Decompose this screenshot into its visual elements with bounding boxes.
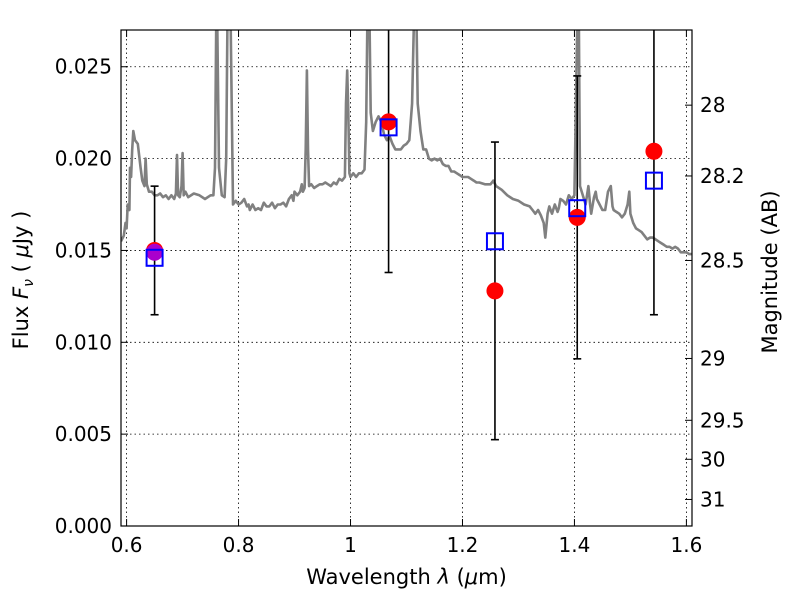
y2-tick-label: 28.5 bbox=[700, 248, 745, 272]
spectrum-layer bbox=[121, 30, 692, 256]
y-tick-label: 0.010 bbox=[55, 330, 112, 354]
x-axis: 0.6 0.8 1 1.2 1.4 1.6 bbox=[111, 30, 702, 557]
model-photometry-point bbox=[379, 118, 398, 137]
markers bbox=[145, 113, 663, 300]
observed-point bbox=[645, 142, 663, 160]
model-photometry-point bbox=[485, 232, 504, 251]
y-axis: 0.000 0.005 0.010 0.015 0.020 0.025 bbox=[55, 55, 128, 538]
observed-point bbox=[380, 113, 398, 131]
y-tick-label: 0.000 bbox=[55, 514, 112, 538]
model-photometry-point bbox=[145, 248, 164, 267]
x-tick-label: 0.8 bbox=[223, 533, 255, 557]
y2-axis: 28 28.2 28.5 29 29.5 30 31 bbox=[685, 93, 745, 511]
model-photometry-point bbox=[568, 199, 587, 218]
observed-point bbox=[568, 208, 586, 226]
y-tick-label: 0.005 bbox=[55, 422, 112, 446]
y2-axis-title: Magnitude (AB) bbox=[758, 190, 782, 353]
x-axis-title: Wavelength λ (μm) bbox=[306, 565, 507, 589]
observed-point bbox=[486, 282, 504, 300]
y-tick-label: 0.020 bbox=[55, 147, 112, 171]
y-tick-label: 0.015 bbox=[55, 238, 112, 262]
y2-tick-label: 31 bbox=[700, 487, 725, 511]
overlap-point bbox=[146, 243, 164, 261]
x-tick-label: 0.6 bbox=[111, 533, 143, 557]
x-tick-label: 1 bbox=[344, 533, 357, 557]
y2-tick-label: 29.5 bbox=[700, 408, 745, 432]
x-tick-label: 1.4 bbox=[559, 533, 591, 557]
plot-frame bbox=[120, 29, 693, 527]
model-photometry-point bbox=[644, 171, 663, 190]
x-tick-label: 1.6 bbox=[670, 533, 702, 557]
y2-tick-label: 30 bbox=[700, 447, 725, 471]
spectrum-line bbox=[121, 30, 692, 256]
x-tick-label: 1.2 bbox=[447, 533, 479, 557]
y2-tick-label: 28.2 bbox=[700, 164, 745, 188]
y-tick-label: 0.025 bbox=[55, 55, 112, 79]
y2-tick-label: 29 bbox=[700, 346, 725, 370]
y-axis-title: Flux Fν ( μJy ) bbox=[9, 211, 37, 350]
plot-area bbox=[121, 30, 692, 526]
y2-tick-label: 28 bbox=[700, 93, 725, 117]
